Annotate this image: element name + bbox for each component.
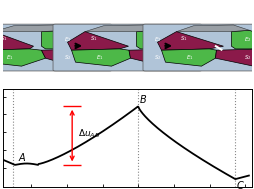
Polygon shape [71, 49, 130, 66]
Polygon shape [161, 49, 216, 66]
FancyBboxPatch shape [142, 24, 254, 71]
Text: $E_2$: $E_2$ [243, 35, 251, 43]
Text: C: C [236, 181, 243, 189]
Text: $S_1$: $S_1$ [179, 34, 187, 43]
Text: $\Delta u_{AB}$: $\Delta u_{AB}$ [78, 128, 100, 140]
FancyBboxPatch shape [53, 24, 201, 71]
Text: $S_2$: $S_2$ [153, 53, 161, 62]
Polygon shape [136, 30, 183, 49]
Polygon shape [85, 25, 159, 32]
Text: $E_1$: $E_1$ [95, 53, 103, 62]
Text: $E_1$: $E_1$ [6, 53, 13, 62]
FancyBboxPatch shape [0, 24, 112, 71]
Text: B: B [139, 95, 146, 105]
Polygon shape [0, 25, 69, 32]
Text: $S_2$: $S_2$ [243, 53, 251, 62]
Polygon shape [215, 49, 254, 66]
Polygon shape [41, 49, 97, 66]
Text: $E_1$: $E_1$ [185, 53, 193, 62]
Text: $S_2$: $S_2$ [64, 53, 71, 62]
Polygon shape [41, 30, 93, 49]
Polygon shape [129, 49, 187, 66]
Polygon shape [0, 32, 34, 50]
Polygon shape [0, 49, 45, 66]
Text: A: A [19, 153, 25, 163]
Polygon shape [231, 30, 254, 49]
Polygon shape [176, 25, 248, 32]
Text: $E_2$: $E_2$ [64, 35, 71, 43]
Text: $E_2$: $E_2$ [153, 35, 161, 43]
Text: $S_1$: $S_1$ [90, 34, 97, 43]
Text: $S_1$: $S_1$ [0, 34, 8, 43]
Polygon shape [67, 32, 128, 50]
Polygon shape [157, 32, 223, 50]
